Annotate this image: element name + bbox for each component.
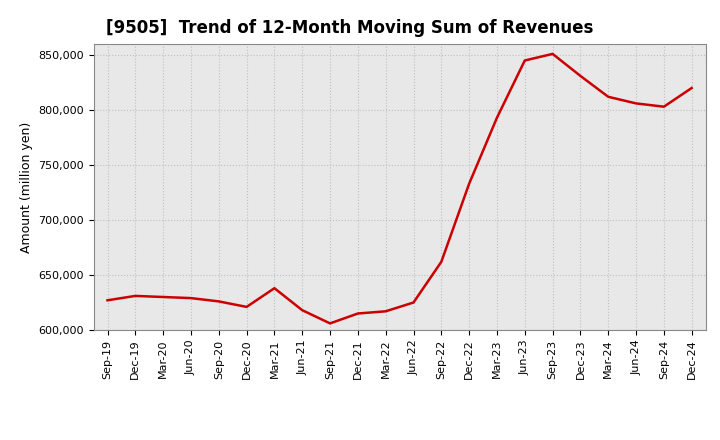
- Text: [9505]  Trend of 12-Month Moving Sum of Revenues: [9505] Trend of 12-Month Moving Sum of R…: [106, 19, 593, 37]
- Y-axis label: Amount (million yen): Amount (million yen): [19, 121, 32, 253]
